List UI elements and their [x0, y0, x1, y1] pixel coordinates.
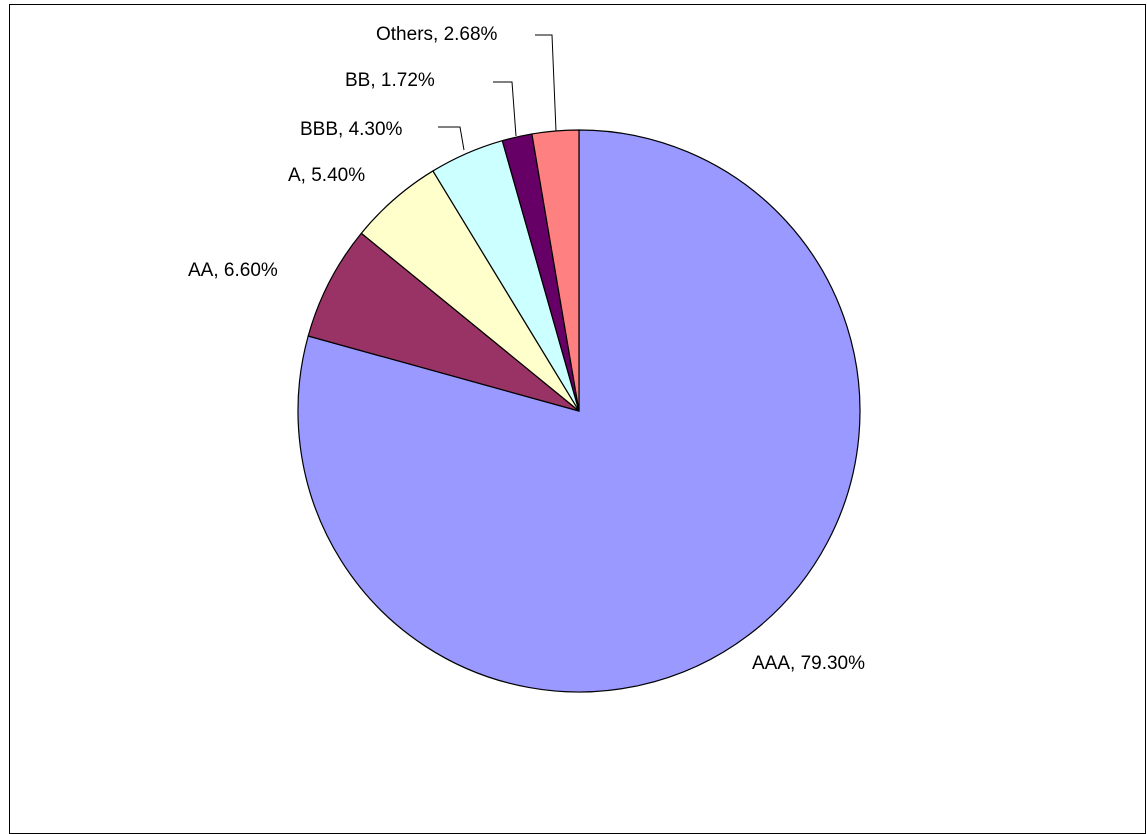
leader-line-bbb: [438, 126, 465, 151]
data-label-others: Others, 2.68%: [376, 24, 498, 45]
data-label-bbb: BBB, 4.30%: [300, 119, 403, 140]
data-label-a: A, 5.40%: [288, 165, 365, 186]
data-labels: AAA, 79.30% AA, 6.60% A, 5.40% BBB, 4.30% BB…: [188, 24, 865, 674]
leader-lines: [438, 34, 557, 151]
data-label-aaa: AAA, 79.30%: [752, 653, 865, 674]
pie-slices: [297, 129, 861, 693]
pie-slice-others: [531, 129, 580, 412]
pie-chart: AAA, 79.30% AA, 6.60% A, 5.40% BBB, 4.30% BB…: [188, 24, 865, 693]
leader-line-bb: [493, 81, 517, 137]
data-label-bb: BB, 1.72%: [345, 70, 435, 91]
leader-line-others: [535, 34, 557, 132]
data-label-aa: AA, 6.60%: [188, 260, 278, 281]
pie-slice-aa: [307, 232, 580, 412]
